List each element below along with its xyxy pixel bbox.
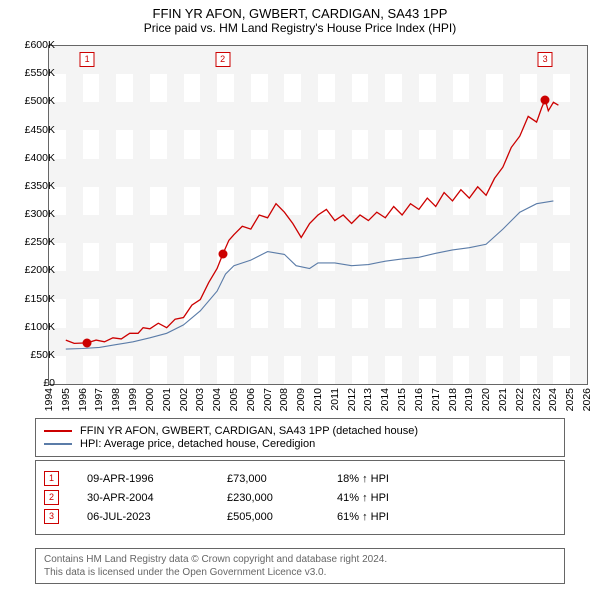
x-tick-label: 1999 bbox=[127, 388, 139, 411]
x-tick-label: 2017 bbox=[430, 388, 442, 411]
line-svg bbox=[49, 46, 587, 384]
x-tick-label: 2008 bbox=[278, 388, 290, 411]
x-tick-label: 2000 bbox=[144, 388, 156, 411]
legend-item: FFIN YR AFON, GWBERT, CARDIGAN, SA43 1PP… bbox=[44, 425, 556, 437]
x-tick-label: 2015 bbox=[396, 388, 408, 411]
x-tick-label: 2018 bbox=[447, 388, 459, 411]
x-tick-label: 2023 bbox=[531, 388, 543, 411]
x-tick-label: 2004 bbox=[211, 388, 223, 411]
x-tick-label: 2021 bbox=[497, 388, 509, 411]
x-tick-label: 2016 bbox=[413, 388, 425, 411]
event-badge: 1 bbox=[44, 471, 59, 486]
x-tick-label: 2019 bbox=[463, 388, 475, 411]
event-price: £505,000 bbox=[227, 511, 337, 523]
chart-subtitle: Price paid vs. HM Land Registry's House … bbox=[0, 21, 600, 35]
event-pct: 41% ↑ HPI bbox=[337, 492, 437, 504]
x-tick-label: 1994 bbox=[43, 388, 55, 411]
x-tick-label: 2014 bbox=[379, 388, 391, 411]
event-row: 2 30-APR-2004 £230,000 41% ↑ HPI bbox=[44, 490, 556, 505]
price-marker bbox=[218, 250, 227, 259]
event-date: 30-APR-2004 bbox=[87, 492, 227, 504]
x-tick-label: 2013 bbox=[362, 388, 374, 411]
footer-box: Contains HM Land Registry data © Crown c… bbox=[35, 548, 565, 584]
legend-label: HPI: Average price, detached house, Cere… bbox=[80, 438, 315, 450]
event-row: 1 09-APR-1996 £73,000 18% ↑ HPI bbox=[44, 471, 556, 486]
price-marker-label: 3 bbox=[538, 52, 553, 67]
x-tick-label: 2003 bbox=[194, 388, 206, 411]
price-marker bbox=[541, 95, 550, 104]
x-tick-label: 2009 bbox=[295, 388, 307, 411]
event-badge: 3 bbox=[44, 509, 59, 524]
legend-swatch bbox=[44, 443, 72, 445]
legend-item: HPI: Average price, detached house, Cere… bbox=[44, 438, 556, 450]
event-date: 06-JUL-2023 bbox=[87, 511, 227, 523]
price-marker-label: 2 bbox=[215, 52, 230, 67]
x-tick-label: 2002 bbox=[178, 388, 190, 411]
footer-line: Contains HM Land Registry data © Crown c… bbox=[44, 553, 556, 566]
x-tick-label: 2020 bbox=[480, 388, 492, 411]
series-price_paid bbox=[66, 100, 559, 344]
price-marker bbox=[83, 338, 92, 347]
x-tick-label: 2007 bbox=[262, 388, 274, 411]
event-price: £73,000 bbox=[227, 473, 337, 485]
event-badge: 2 bbox=[44, 490, 59, 505]
x-tick-label: 1995 bbox=[60, 388, 72, 411]
x-tick-label: 2011 bbox=[329, 388, 341, 411]
price-marker-label: 1 bbox=[80, 52, 95, 67]
x-tick-label: 2012 bbox=[346, 388, 358, 411]
events-box: 1 09-APR-1996 £73,000 18% ↑ HPI 2 30-APR… bbox=[35, 460, 565, 535]
x-tick-label: 2024 bbox=[547, 388, 559, 411]
legend-label: FFIN YR AFON, GWBERT, CARDIGAN, SA43 1PP… bbox=[80, 425, 418, 437]
x-tick-label: 2010 bbox=[312, 388, 324, 411]
chart-container: FFIN YR AFON, GWBERT, CARDIGAN, SA43 1PP… bbox=[0, 0, 600, 590]
footer-line: This data is licensed under the Open Gov… bbox=[44, 566, 556, 579]
x-tick-label: 1996 bbox=[77, 388, 89, 411]
x-tick-label: 2005 bbox=[228, 388, 240, 411]
legend-swatch bbox=[44, 430, 72, 432]
event-pct: 61% ↑ HPI bbox=[337, 511, 437, 523]
x-tick-label: 2022 bbox=[514, 388, 526, 411]
x-tick-label: 2001 bbox=[161, 388, 173, 411]
event-row: 3 06-JUL-2023 £505,000 61% ↑ HPI bbox=[44, 509, 556, 524]
x-tick-label: 2025 bbox=[564, 388, 576, 411]
x-tick-label: 1998 bbox=[110, 388, 122, 411]
plot-area: 1 2 3 bbox=[48, 45, 588, 385]
chart-title: FFIN YR AFON, GWBERT, CARDIGAN, SA43 1PP bbox=[0, 0, 600, 21]
legend-box: FFIN YR AFON, GWBERT, CARDIGAN, SA43 1PP… bbox=[35, 418, 565, 457]
event-date: 09-APR-1996 bbox=[87, 473, 227, 485]
event-pct: 18% ↑ HPI bbox=[337, 473, 437, 485]
x-tick-label: 1997 bbox=[93, 388, 105, 411]
event-price: £230,000 bbox=[227, 492, 337, 504]
x-tick-label: 2006 bbox=[245, 388, 257, 411]
x-tick-label: 2026 bbox=[581, 388, 593, 411]
